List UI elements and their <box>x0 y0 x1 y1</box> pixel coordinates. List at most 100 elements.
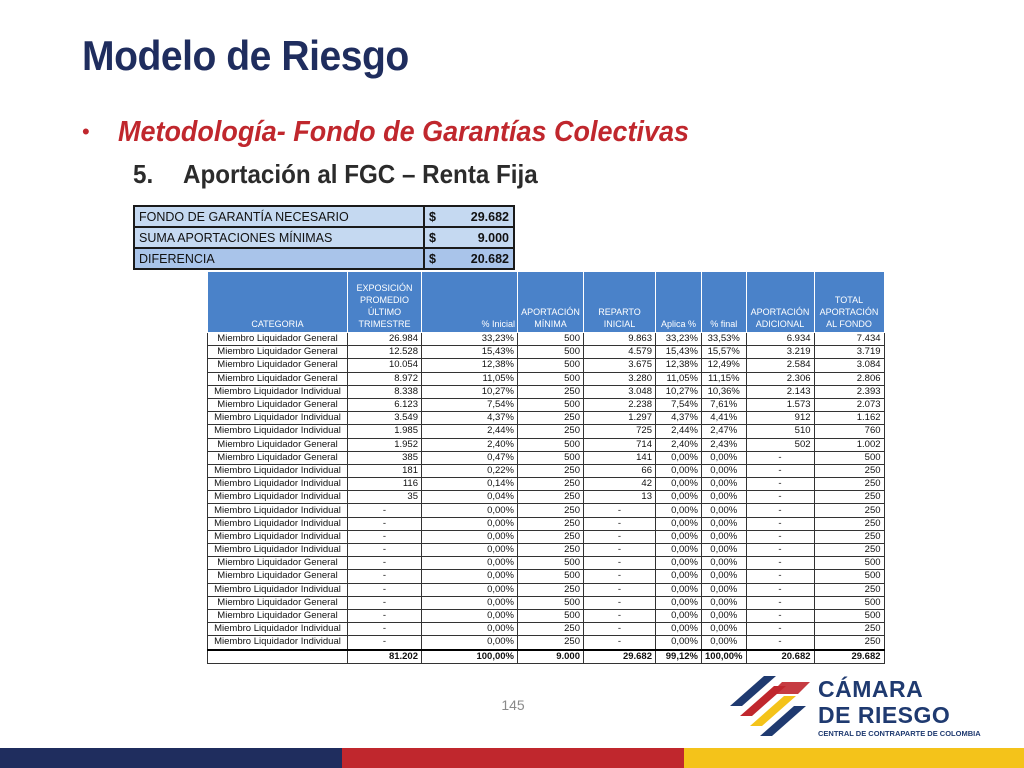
total-cell: 29.682 <box>813 648 885 664</box>
table-cell: 116 <box>347 477 422 492</box>
table-cell: - <box>745 622 815 637</box>
table-cell: 250 <box>517 542 584 558</box>
table-cell: 0,00% <box>655 595 702 610</box>
table-cell: 15,43% <box>655 345 702 360</box>
table-cell: 0,00% <box>655 477 702 492</box>
table-row: Miembro Liquidador General -0,00% 500-0,00… <box>207 556 885 571</box>
table-cell: - <box>745 542 815 558</box>
table-row: Miembro Liquidador General -0,00% 500-0,00… <box>207 595 885 610</box>
table-cell: 10,36% <box>701 384 747 399</box>
table-cell: 0,00% <box>421 608 518 624</box>
table-cell: 2.806 <box>813 371 885 386</box>
table-cell: 725 <box>583 424 656 439</box>
table-cell: - <box>745 635 815 650</box>
table-cell: 500 <box>517 569 584 584</box>
table-row: Miembro Liquidador Individual -0,00% 250-0… <box>207 542 885 558</box>
table-cell: 0,00% <box>421 595 518 610</box>
logo-tagline: CENTRAL DE CONTRAPARTE DE COLOMBIA <box>818 729 981 738</box>
table-cell: 0,00% <box>701 608 747 624</box>
table-cell: 250 <box>517 424 584 439</box>
summary-table: FONDO DE GARANTÍA NECESARIO $29.682 SUMA A… <box>133 205 515 270</box>
table-cell: 250 <box>517 582 584 597</box>
table-cell: 15,57% <box>701 345 747 360</box>
table-cell: - <box>745 556 815 571</box>
table-cell: 0,00% <box>701 595 747 610</box>
table-cell: 0,00% <box>655 542 702 558</box>
table-cell: 250 <box>813 622 885 637</box>
table-cell: 250 <box>813 582 885 597</box>
table-cell: Miembro Liquidador Individual <box>207 542 348 558</box>
table-cell: 6.934 <box>745 331 815 347</box>
table-cell: 2.238 <box>583 397 656 413</box>
table-cell: 2.393 <box>813 384 885 399</box>
table-cell: 3.219 <box>745 345 815 360</box>
table-cell: 3.549 <box>347 411 422 426</box>
table-cell: 33,23% <box>421 331 518 347</box>
logo-text-line1: CÁMARA <box>818 676 924 702</box>
table-cell: Miembro Liquidador Individual <box>207 490 348 505</box>
table-cell: 7,54% <box>421 397 518 413</box>
total-cell: 20.682 <box>745 648 815 664</box>
table-cell: 0,00% <box>701 582 747 597</box>
total-cell: 100,00% <box>701 648 747 664</box>
table-cell: Miembro Liquidador Individual <box>207 582 348 597</box>
table-cell: - <box>583 516 656 531</box>
footer-color-bar <box>0 748 1024 768</box>
summary-label: SUMA APORTACIONES MÍNIMAS <box>133 226 425 249</box>
table-cell: Miembro Liquidador General <box>207 371 348 386</box>
table-cell: 250 <box>517 384 584 399</box>
table-cell: 500 <box>517 437 584 452</box>
summary-row: DIFERENCIA $20.682 <box>133 247 515 270</box>
table-cell: - <box>745 450 815 465</box>
table-cell: Miembro Liquidador Individual <box>207 424 348 439</box>
table-cell: 0,00% <box>701 529 747 545</box>
sub-item: 5. Aportación al FGC – Renta Fija <box>133 156 564 192</box>
table-row: Miembro Liquidador Individual -0,00% 250-0… <box>207 635 885 650</box>
table-row: Miembro Liquidador General 10.054 12,38% 50… <box>207 358 885 373</box>
summary-amount: 9.000 <box>447 226 515 249</box>
table-cell: - <box>745 490 815 505</box>
table-cell: 10,27% <box>655 384 702 399</box>
table-cell: - <box>583 569 656 584</box>
column-header: TOTAL APORTACIÓN AL FONDO <box>813 271 885 333</box>
summary-amount: 20.682 <box>447 247 515 270</box>
table-cell: 0,00% <box>701 450 747 465</box>
footer-bar-yellow <box>684 748 1024 768</box>
table-cell: 0,00% <box>701 542 747 558</box>
camara-de-riesgo-logo: CÁMARA DE RIESGO CENTRAL DE CONTRAPARTE … <box>722 672 1002 742</box>
table-cell: 0,00% <box>701 490 747 505</box>
table-row: Miembro Liquidador General 12.528 15,43% 50… <box>207 345 885 360</box>
table-cell: 0,00% <box>655 556 702 571</box>
table-cell: 35 <box>347 490 422 505</box>
table-cell: 250 <box>813 503 885 518</box>
table-cell: 0,00% <box>421 556 518 571</box>
table-cell: 250 <box>517 411 584 426</box>
table-cell: 12,49% <box>701 358 747 373</box>
table-cell: 500 <box>813 556 885 571</box>
table-cell: 141 <box>583 450 656 465</box>
table-cell: 4,41% <box>701 411 747 426</box>
table-row: Miembro Liquidador General 6.123 7,54% 500 2… <box>207 397 885 413</box>
table-cell: - <box>347 622 422 637</box>
table-cell: Miembro Liquidador General <box>207 450 348 465</box>
table-cell: 250 <box>813 635 885 650</box>
table-row: Miembro Liquidador Individual 1.985 2,44% 2… <box>207 424 885 439</box>
table-cell: 250 <box>517 490 584 505</box>
table-cell: Miembro Liquidador Individual <box>207 529 348 545</box>
table-cell: 0,47% <box>421 450 518 465</box>
total-cell: 29.682 <box>583 648 656 664</box>
table-cell: 1.297 <box>583 411 656 426</box>
table-cell: 250 <box>517 635 584 650</box>
table-cell: 6.123 <box>347 397 422 413</box>
table-cell: 250 <box>813 463 885 479</box>
table-cell: Miembro Liquidador Individual <box>207 463 348 479</box>
table-cell: 500 <box>517 331 584 347</box>
table-cell: 250 <box>813 490 885 505</box>
table-cell: - <box>745 582 815 597</box>
table-cell: 11,05% <box>655 371 702 386</box>
summary-currency: $ <box>423 226 447 249</box>
total-cell: 99,12% <box>655 648 702 664</box>
bullet-line: • Metodología- Fondo de Garantías Colect… <box>82 112 732 152</box>
table-cell: 10.054 <box>347 358 422 373</box>
total-cell: 100,00% <box>421 648 518 664</box>
